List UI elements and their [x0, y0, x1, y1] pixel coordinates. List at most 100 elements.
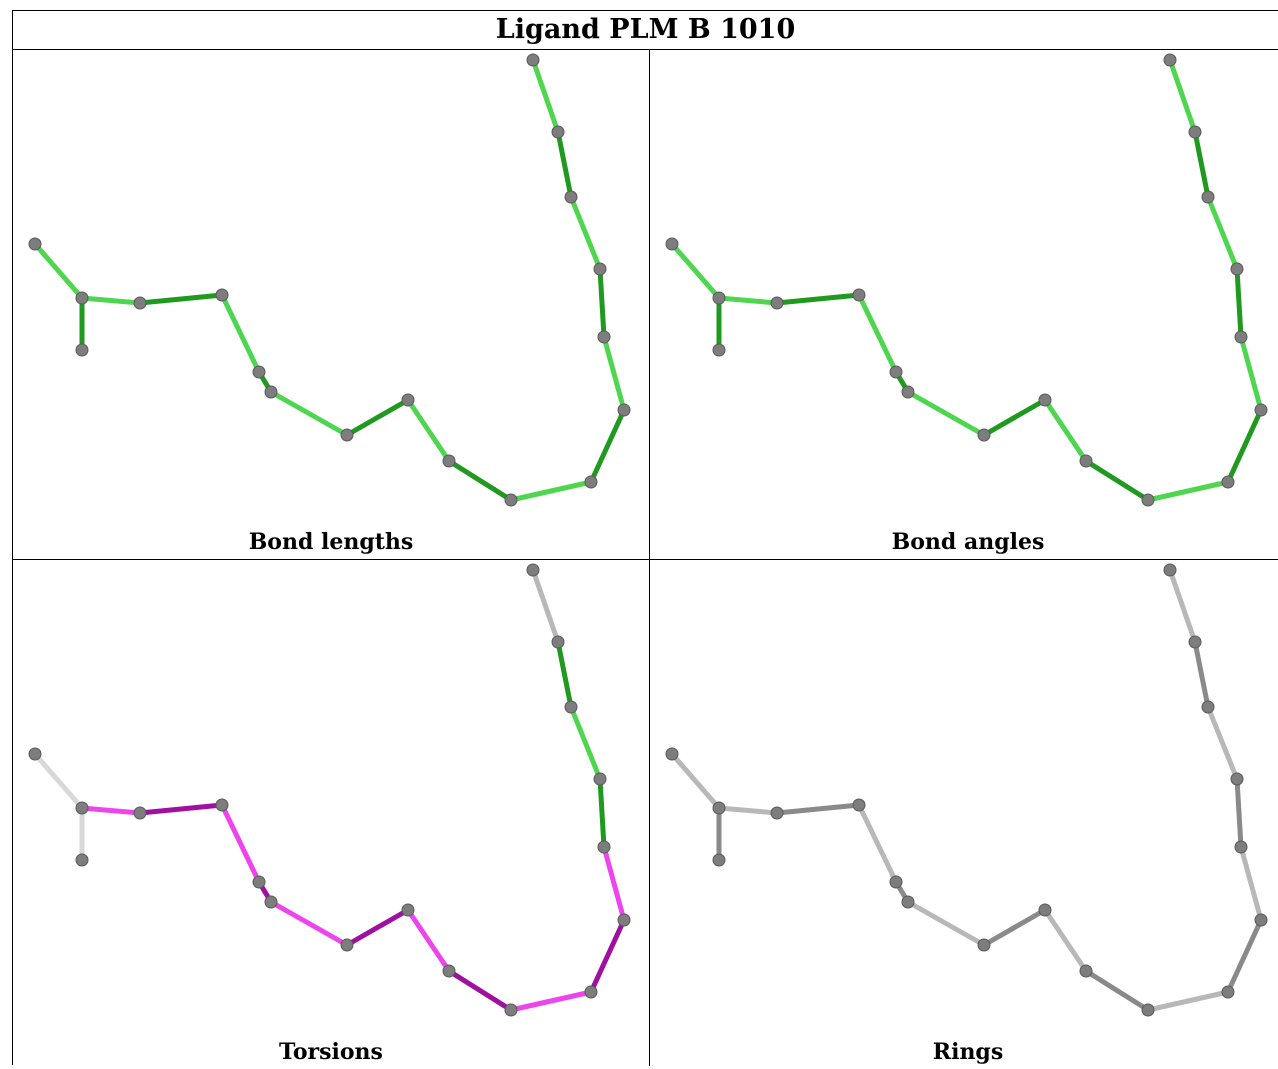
bond — [1145, 989, 1231, 1013]
bond — [716, 295, 780, 306]
bond — [774, 802, 862, 816]
bond — [530, 567, 561, 645]
bond — [669, 241, 722, 301]
atom — [593, 262, 607, 276]
atom — [252, 365, 266, 379]
panel-torsions: Torsions — [13, 560, 649, 1069]
bond — [1042, 397, 1089, 464]
atom — [1038, 903, 1052, 917]
atom — [215, 798, 229, 812]
grid-divider-vertical — [649, 50, 650, 1066]
atom — [504, 1003, 518, 1017]
atom — [252, 875, 266, 889]
bond — [1225, 917, 1264, 995]
atom — [1234, 330, 1248, 344]
bond — [344, 907, 411, 948]
atom — [584, 985, 598, 999]
bond — [508, 479, 594, 503]
bond — [1145, 479, 1231, 503]
bond — [530, 57, 561, 135]
atom — [901, 895, 915, 909]
atom — [977, 938, 991, 952]
atom — [1079, 454, 1093, 468]
atom — [551, 635, 565, 649]
bond — [568, 704, 603, 782]
bond — [32, 751, 85, 811]
atom — [1079, 964, 1093, 978]
atom — [852, 798, 866, 812]
molecule-view-bond-angles — [665, 53, 1268, 507]
atom — [1254, 403, 1268, 417]
bond — [1167, 567, 1198, 645]
atom — [852, 288, 866, 302]
atom — [889, 875, 903, 889]
bond — [219, 292, 262, 375]
bond — [405, 397, 452, 464]
bond — [555, 639, 574, 710]
bond — [1167, 57, 1198, 135]
atom — [712, 343, 726, 357]
bond — [669, 751, 722, 811]
bond — [344, 397, 411, 438]
panel-rings: Rings — [650, 560, 1278, 1069]
atom — [584, 475, 598, 489]
atom — [1141, 493, 1155, 507]
bond — [446, 458, 514, 503]
atom — [442, 454, 456, 468]
bond — [446, 968, 514, 1013]
bond — [1234, 266, 1244, 340]
bond — [137, 802, 225, 816]
bond — [597, 776, 607, 850]
atom — [75, 801, 89, 815]
atom — [526, 563, 540, 577]
atom — [340, 428, 354, 442]
atom — [1188, 125, 1202, 139]
atom — [215, 288, 229, 302]
bond — [1234, 776, 1244, 850]
atom — [770, 806, 784, 820]
atom — [617, 403, 631, 417]
atom — [28, 237, 42, 251]
bond — [1083, 458, 1151, 503]
atom — [504, 493, 518, 507]
atom — [1038, 393, 1052, 407]
atom — [264, 385, 278, 399]
atom — [401, 903, 415, 917]
bond — [1192, 129, 1211, 200]
bond — [268, 389, 350, 438]
molecule-view-rings — [665, 563, 1268, 1017]
bond — [568, 194, 603, 272]
atom — [1254, 913, 1268, 927]
atom — [901, 385, 915, 399]
bond — [1238, 844, 1264, 923]
bond — [1205, 704, 1240, 782]
atom — [340, 938, 354, 952]
bond — [856, 292, 899, 375]
atom — [28, 747, 42, 761]
panel-caption: Bond lengths — [248, 529, 414, 555]
atom — [1230, 772, 1244, 786]
bond — [1205, 194, 1240, 272]
bond — [79, 295, 143, 306]
atom — [1188, 635, 1202, 649]
bond — [905, 899, 987, 948]
bond — [716, 805, 780, 816]
atom — [551, 125, 565, 139]
bond — [601, 844, 627, 923]
atom — [977, 428, 991, 442]
atom — [1230, 262, 1244, 276]
atom — [1163, 563, 1177, 577]
bond — [774, 292, 862, 306]
atom — [1201, 190, 1215, 204]
bond — [137, 292, 225, 306]
bond — [905, 389, 987, 438]
bond — [601, 334, 627, 413]
atom — [665, 747, 679, 761]
atom — [712, 853, 726, 867]
atom — [1141, 1003, 1155, 1017]
panel-bond-lengths: Bond lengths — [13, 50, 649, 559]
atom — [593, 772, 607, 786]
bond — [508, 989, 594, 1013]
atom — [617, 913, 631, 927]
atom — [401, 393, 415, 407]
